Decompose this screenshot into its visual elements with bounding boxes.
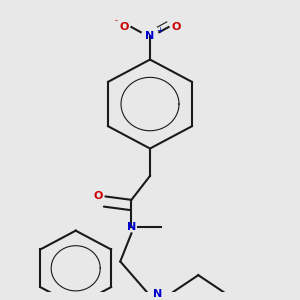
Text: O: O [93, 191, 103, 201]
Text: N: N [146, 31, 154, 40]
Text: O: O [119, 22, 129, 32]
Text: N: N [127, 222, 136, 232]
Text: N: N [153, 289, 162, 299]
Text: +: + [156, 26, 163, 35]
Text: -: - [115, 16, 118, 26]
Text: O: O [171, 22, 181, 32]
